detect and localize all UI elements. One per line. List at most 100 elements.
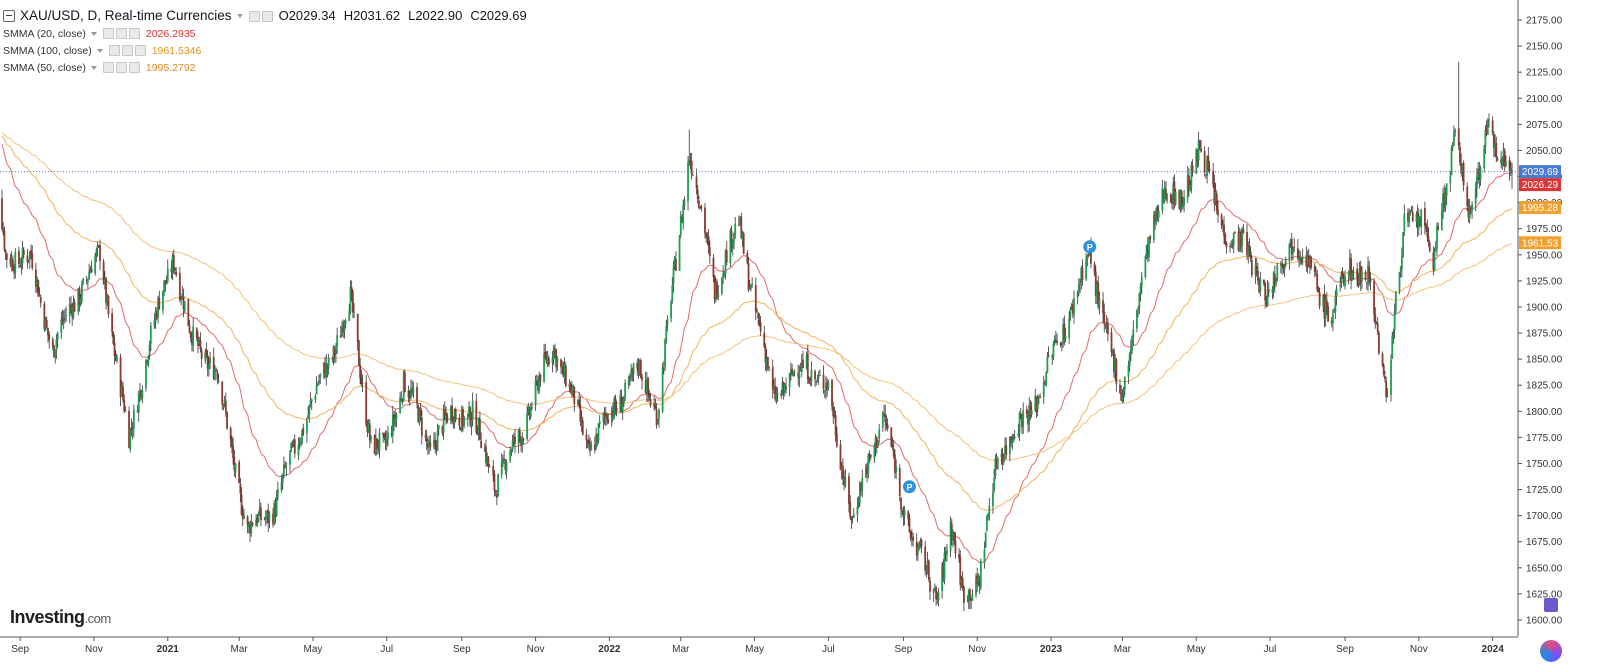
settings-icon[interactable] xyxy=(121,45,133,56)
candle xyxy=(174,267,176,275)
x-tick-label: Sep xyxy=(453,644,471,655)
y-tick-label: 1975.00 xyxy=(1526,224,1563,235)
chevron-down-icon[interactable] xyxy=(90,65,97,70)
candle xyxy=(1296,239,1299,261)
candle xyxy=(1301,248,1304,266)
candle xyxy=(141,385,144,404)
price-badges: 2029.69 2026.29 1995.28 1961.53 xyxy=(1519,165,1561,250)
candle xyxy=(1146,237,1149,262)
chevron-down-icon[interactable] xyxy=(236,14,243,18)
candle xyxy=(1394,290,1397,314)
candle xyxy=(307,406,310,419)
candle xyxy=(1196,148,1199,168)
event-marker[interactable]: P xyxy=(1083,240,1097,254)
candle xyxy=(250,514,253,537)
indicator-name[interactable]: SMMA (100, close) xyxy=(3,44,92,57)
candle xyxy=(850,516,853,529)
close-icon[interactable] xyxy=(128,62,140,73)
candle xyxy=(851,516,854,524)
price-badge-label: 2029.69 xyxy=(1522,167,1559,178)
event-marker[interactable]: P xyxy=(902,480,916,494)
candle xyxy=(835,426,838,449)
close-value: C2029.69 xyxy=(470,8,527,23)
candle xyxy=(1053,335,1056,346)
eye-icon[interactable] xyxy=(261,10,273,22)
candle xyxy=(907,510,910,526)
candle xyxy=(79,293,82,307)
candle xyxy=(1221,219,1224,233)
candle xyxy=(359,357,362,385)
candle xyxy=(1267,281,1270,297)
candle xyxy=(308,404,311,423)
app-icon[interactable] xyxy=(1540,640,1562,662)
candle xyxy=(771,359,774,399)
candle xyxy=(452,416,455,429)
candle xyxy=(783,383,786,397)
candle xyxy=(917,543,919,562)
candle xyxy=(479,411,481,441)
candle xyxy=(776,387,779,403)
candle xyxy=(1062,318,1065,348)
y-tick-label: 2175.00 xyxy=(1526,16,1563,27)
eye-icon[interactable] xyxy=(102,28,114,39)
candle xyxy=(1000,448,1003,465)
candle xyxy=(97,244,100,249)
candle xyxy=(103,271,106,290)
candle xyxy=(1097,275,1100,310)
candle xyxy=(815,379,818,386)
candle xyxy=(477,417,480,441)
candle xyxy=(241,505,244,527)
candle xyxy=(289,450,291,473)
candle xyxy=(1206,155,1208,184)
candle xyxy=(11,255,14,272)
close-icon[interactable] xyxy=(128,28,140,39)
candle xyxy=(2,222,5,236)
candle xyxy=(302,423,305,437)
candle xyxy=(717,284,720,301)
candle xyxy=(162,290,164,315)
candle xyxy=(900,496,902,519)
candle xyxy=(207,356,210,377)
candle xyxy=(192,317,195,352)
candle xyxy=(273,500,276,526)
candle xyxy=(1476,168,1478,198)
candle xyxy=(1298,249,1300,268)
candle xyxy=(1508,156,1511,181)
candle xyxy=(658,407,660,428)
settings-icon[interactable] xyxy=(115,28,127,39)
candle xyxy=(437,424,440,436)
candle xyxy=(996,456,999,470)
chevron-down-icon[interactable] xyxy=(90,31,97,36)
candle xyxy=(564,361,567,388)
eye-icon[interactable] xyxy=(102,62,114,73)
candle xyxy=(627,375,630,390)
candle xyxy=(120,380,123,397)
candle xyxy=(297,437,300,461)
candle xyxy=(593,436,596,454)
settings-icon[interactable] xyxy=(248,10,260,22)
candle xyxy=(577,399,579,406)
candle xyxy=(480,432,483,449)
time-axis[interactable]: Sep Nov 2021 Mar May Jul Sep Nov 2022 Mar May Jul Se… xyxy=(0,636,1518,655)
candle xyxy=(924,540,927,576)
close-icon[interactable] xyxy=(134,45,146,56)
indicator-name[interactable]: SMMA (20, close) xyxy=(3,27,86,40)
candle xyxy=(1004,437,1006,461)
candle xyxy=(327,353,330,375)
candle xyxy=(1478,161,1481,189)
price-axis[interactable]: 1600.00 1625.00 1650.00 1675.00 1700.00 1725.… xyxy=(1517,0,1563,636)
x-tick-label: Mar xyxy=(1114,644,1132,655)
bookmark-icon[interactable] xyxy=(1544,598,1558,612)
collapse-icon[interactable] xyxy=(3,10,15,22)
candle xyxy=(102,258,105,285)
indicator-name[interactable]: SMMA (50, close) xyxy=(3,61,86,74)
candle xyxy=(339,325,342,338)
settings-icon[interactable] xyxy=(115,62,127,73)
candle xyxy=(471,392,474,427)
chevron-down-icon[interactable] xyxy=(96,48,103,53)
eye-icon[interactable] xyxy=(108,45,120,56)
candle xyxy=(1474,181,1477,211)
symbol-title[interactable]: XAU/USD, D, Real-time Currencies xyxy=(20,8,232,23)
candle xyxy=(502,454,504,468)
